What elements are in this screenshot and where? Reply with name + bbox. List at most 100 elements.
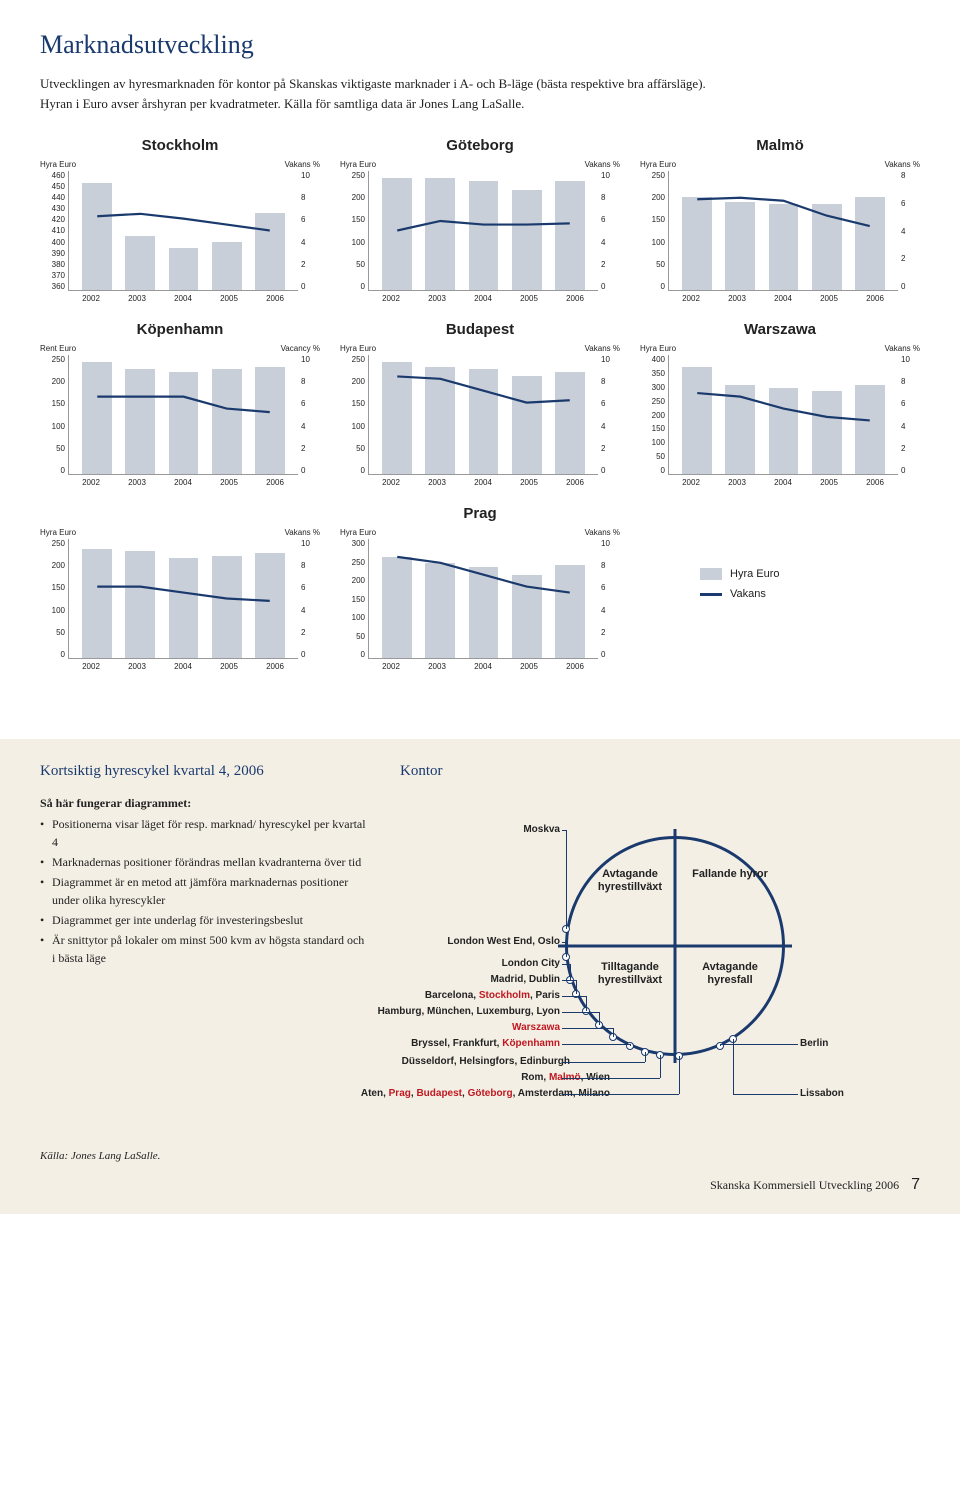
x-tick: 2004	[474, 294, 492, 303]
y-tick: 380	[52, 260, 65, 269]
x-tick: 2006	[266, 662, 284, 671]
y-tick: 250	[652, 397, 665, 406]
y-tick: 10	[601, 539, 610, 548]
y-tick: 200	[652, 411, 665, 420]
x-tick: 2003	[128, 294, 146, 303]
y-tick: 0	[661, 466, 665, 475]
y-tick: 400	[52, 238, 65, 247]
y-tick: 100	[652, 238, 665, 247]
x-tick: 2002	[682, 294, 700, 303]
y-tick: 50	[356, 632, 365, 641]
y-tick: 8	[601, 377, 605, 386]
y-tick: 8	[601, 193, 605, 202]
x-tick: 2006	[866, 294, 884, 303]
y-tick: 150	[352, 595, 365, 604]
y-tick: 8	[901, 377, 905, 386]
y-tick: 100	[352, 613, 365, 622]
y-right-label: Vakans %	[285, 528, 320, 537]
x-tick: 2004	[174, 662, 192, 671]
legend-label: Vakans	[730, 588, 766, 600]
y-tick: 100	[652, 438, 665, 447]
y-tick: 200	[352, 193, 365, 202]
y-tick: 4	[901, 422, 905, 431]
y-right-label: Vacancy %	[281, 344, 320, 353]
x-tick: 2005	[220, 294, 238, 303]
y-tick: 100	[352, 238, 365, 247]
x-tick: 2004	[174, 478, 192, 487]
x-tick: 2005	[520, 478, 538, 487]
y-tick: 6	[601, 399, 605, 408]
x-tick: 2003	[428, 478, 446, 487]
y-tick: 300	[652, 383, 665, 392]
x-tick: 2006	[266, 478, 284, 487]
x-tick: 2002	[682, 478, 700, 487]
y-tick: 10	[301, 355, 310, 364]
y-tick: 450	[52, 182, 65, 191]
x-tick: 2005	[820, 294, 838, 303]
y-tick: 150	[352, 215, 365, 224]
x-tick: 2002	[382, 478, 400, 487]
y-tick: 4	[601, 238, 605, 247]
y-tick: 4	[301, 238, 305, 247]
y-tick: 6	[301, 399, 305, 408]
y-tick: 2	[601, 628, 605, 637]
y-tick: 6	[901, 399, 905, 408]
y-tick: 430	[52, 204, 65, 213]
x-tick: 2003	[428, 662, 446, 671]
clock-city-label: Madrid, Dublin	[410, 974, 560, 985]
y-tick: 200	[52, 377, 65, 386]
y-tick: 200	[652, 193, 665, 202]
y-left-label: Hyra Euro	[340, 528, 376, 537]
page-number: 7	[911, 1176, 920, 1194]
clock-city-label: London West End, Oslo	[410, 936, 560, 947]
x-tick: 2006	[566, 662, 584, 671]
y-tick: 150	[52, 399, 65, 408]
y-tick: 300	[352, 539, 365, 548]
clock-city-label: Barcelona, Stockholm, Paris	[410, 990, 560, 1001]
footer-text: Skanska Kommersiell Utveckling 2006	[710, 1178, 899, 1193]
y-tick: 0	[301, 650, 305, 659]
y-left-label: Hyra Euro	[640, 344, 676, 353]
y-tick: 390	[52, 249, 65, 258]
y-right-label: Vakans %	[585, 160, 620, 169]
y-tick: 50	[656, 452, 665, 461]
y-tick: 0	[361, 282, 365, 291]
y-left-label: Hyra Euro	[340, 160, 376, 169]
intro-text: Utvecklingen av hyresmarknaden för konto…	[40, 74, 740, 113]
y-tick: 250	[652, 171, 665, 180]
x-tick: 2006	[566, 478, 584, 487]
city-title: Malmö	[640, 137, 920, 154]
city-title: Prag	[340, 505, 620, 522]
clock-city-label: Lissabon	[800, 1088, 844, 1099]
x-tick: 2002	[382, 662, 400, 671]
y-tick: 50	[356, 260, 365, 269]
bullet-item: Positionerna visar läget för resp. markn…	[40, 815, 370, 851]
y-tick: 200	[352, 377, 365, 386]
city-title	[640, 505, 920, 522]
y-tick: 8	[901, 171, 905, 180]
chart-plot	[68, 171, 298, 291]
y-tick: 10	[301, 539, 310, 548]
y-right-label: Vakans %	[885, 160, 920, 169]
chart-plot	[368, 171, 598, 291]
x-tick: 2005	[520, 294, 538, 303]
x-tick: 2002	[382, 294, 400, 303]
bullet-item: Marknadernas positioner förändras mellan…	[40, 853, 370, 871]
clock-city-label: Berlin	[800, 1038, 828, 1049]
city-title: Göteborg	[340, 137, 620, 154]
y-tick: 100	[52, 422, 65, 431]
chart-plot	[68, 355, 298, 475]
y-tick: 6	[601, 215, 605, 224]
city-title	[40, 505, 320, 522]
x-tick: 2003	[128, 478, 146, 487]
y-right-label: Vakans %	[585, 528, 620, 537]
quadrant-label: Avtagande hyrestillväxt	[585, 868, 675, 894]
x-tick: 2005	[220, 662, 238, 671]
y-tick: 200	[352, 576, 365, 585]
y-right-label: Vakans %	[285, 160, 320, 169]
y-left-label: Hyra Euro	[640, 160, 676, 169]
x-tick: 2003	[428, 294, 446, 303]
x-tick: 2004	[474, 478, 492, 487]
y-tick: 0	[601, 650, 605, 659]
y-tick: 250	[352, 558, 365, 567]
